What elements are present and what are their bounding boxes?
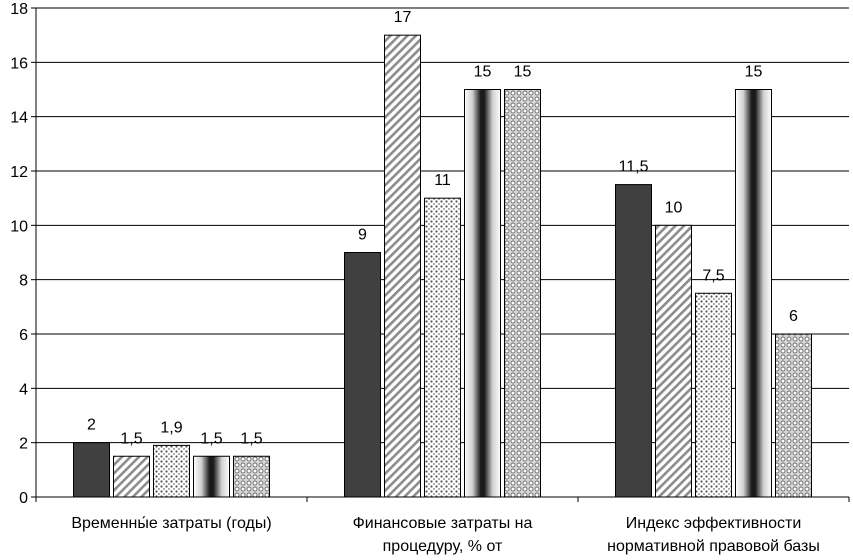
bar bbox=[735, 89, 772, 498]
data-label: 15 bbox=[745, 64, 763, 81]
bar bbox=[615, 184, 652, 498]
x-category-label: Финансовые затраты на процедуру, % от bbox=[353, 515, 533, 555]
bar bbox=[233, 455, 270, 498]
bar bbox=[113, 455, 150, 498]
y-tick-label: 8 bbox=[19, 273, 28, 290]
y-axis-ticks: 0 2 4 6 8 10 12 14 16 18 bbox=[10, 1, 36, 507]
data-label: 1,5 bbox=[120, 430, 142, 447]
data-label: 15 bbox=[474, 64, 492, 81]
data-label: 15 bbox=[514, 64, 532, 81]
data-label: 1,5 bbox=[200, 430, 222, 447]
bar bbox=[504, 89, 541, 498]
data-label: 11,5 bbox=[619, 159, 649, 176]
axes bbox=[35, 8, 850, 502]
category-labels: Временны́е затраты (годы) Финансовые затр… bbox=[71, 515, 820, 555]
data-label: 17 bbox=[394, 9, 412, 26]
y-tick-label: 14 bbox=[10, 110, 28, 127]
x-category-label: Временны́е затраты (годы) bbox=[71, 515, 271, 532]
bar bbox=[695, 292, 732, 498]
data-label: 7,5 bbox=[702, 267, 724, 284]
bar bbox=[464, 89, 501, 498]
bar bbox=[384, 34, 421, 498]
y-tick-label: 16 bbox=[10, 55, 28, 72]
bar bbox=[775, 333, 812, 498]
y-tick-label: 18 bbox=[10, 1, 28, 18]
bars bbox=[73, 34, 812, 498]
y-tick-label: 6 bbox=[19, 327, 28, 344]
data-label: 1,5 bbox=[240, 430, 262, 447]
data-label: 2 bbox=[87, 417, 96, 434]
y-tick-label: 2 bbox=[19, 436, 28, 453]
bar bbox=[73, 442, 110, 498]
bar bbox=[655, 224, 692, 498]
data-labels: 2 1,5 1,9 1,5 1,5 9 17 11 15 15 11,5 10 7,5 15 6 bbox=[87, 9, 798, 447]
data-label: 9 bbox=[358, 227, 367, 244]
data-label: 10 bbox=[665, 199, 683, 216]
data-label: 1,9 bbox=[160, 419, 182, 436]
bar bbox=[153, 444, 190, 498]
data-label: 6 bbox=[789, 308, 798, 325]
x-category-label: Индекс эффективности нормативной правовой… bbox=[607, 515, 820, 555]
bar bbox=[424, 197, 461, 498]
y-tick-label: 4 bbox=[19, 381, 28, 398]
y-tick-label: 12 bbox=[10, 164, 28, 181]
data-label: 11 bbox=[434, 172, 451, 189]
bar bbox=[344, 252, 381, 498]
bar bbox=[193, 455, 230, 498]
y-tick-label: 0 bbox=[19, 490, 28, 507]
y-tick-label: 10 bbox=[10, 218, 28, 235]
